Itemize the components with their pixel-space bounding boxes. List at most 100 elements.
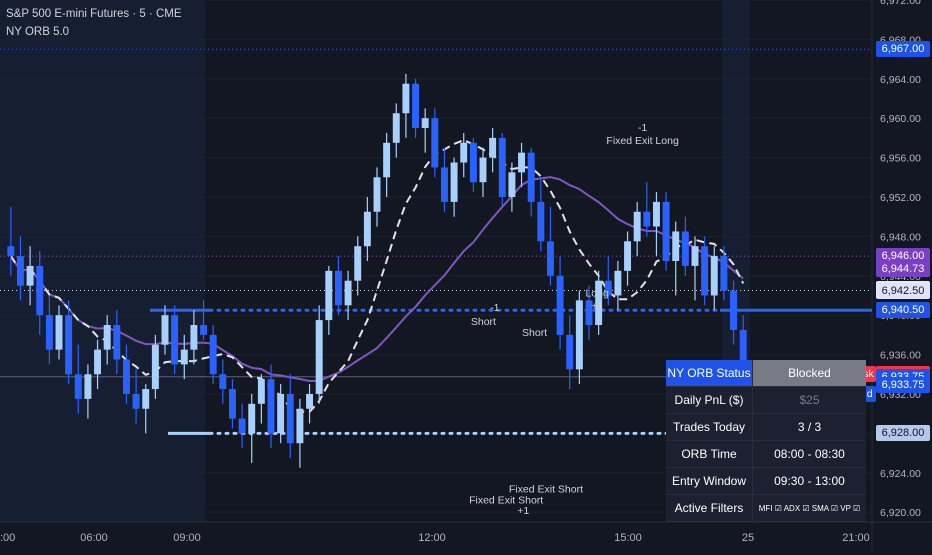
daily-pnl-value: $25: [753, 387, 866, 414]
candle-body: [238, 418, 246, 434]
candle-body: [672, 231, 680, 261]
trade-annotation: Short: [522, 327, 547, 339]
candle-body: [161, 315, 169, 345]
y-tick-label: 6,972.00: [880, 0, 921, 7]
candle-body: [315, 320, 323, 394]
orb-time-label: ORB Time: [666, 441, 753, 468]
candle-body: [7, 246, 15, 257]
price-tag: 6,946.00: [876, 248, 930, 265]
trades-today-label: Trades Today: [666, 414, 753, 441]
candle-body: [575, 300, 583, 370]
candle-body: [681, 231, 689, 266]
candle-body: [55, 315, 63, 350]
x-tick-label: 12:00: [418, 532, 446, 544]
candle-body: [460, 142, 468, 163]
candle-body: [171, 315, 179, 365]
candle-body: [286, 393, 294, 444]
candle-body: [392, 113, 400, 143]
candle-body: [498, 137, 506, 197]
entry-window-label: Entry Window: [666, 468, 753, 495]
status-title: NY ORB Status: [666, 360, 753, 387]
candle-body: [479, 157, 487, 183]
candle-body: [103, 325, 111, 350]
candle-body: [691, 246, 699, 266]
candle-body: [739, 329, 747, 375]
candle-body: [74, 374, 82, 399]
table-row: Trades Today 3 / 3: [666, 414, 866, 441]
x-tick-label: 09:00: [173, 532, 201, 544]
daily-pnl-label: Daily PnL ($): [666, 387, 753, 414]
orb-time-value: 08:00 - 08:30: [753, 441, 866, 468]
candle-body: [363, 211, 371, 247]
trades-today-value: 3 / 3: [753, 414, 866, 441]
candle-body: [431, 118, 439, 168]
x-tick-label: 25: [742, 532, 754, 544]
trade-annotation: -1: [490, 302, 499, 314]
candle-body: [604, 280, 612, 296]
candle-body: [652, 201, 660, 227]
active-filters-label: Active Filters: [666, 495, 753, 522]
price-tag: 6,944.73: [876, 260, 930, 277]
candle-body: [277, 393, 285, 434]
x-tick-label: 21:00: [842, 532, 870, 544]
dashed-moving-average: [9, 139, 745, 414]
candle-body: [701, 246, 709, 296]
x-tick-label: 06:00: [80, 532, 108, 544]
candle-body: [624, 241, 632, 271]
candle-body: [643, 211, 651, 227]
candle-body: [412, 83, 420, 129]
status-value: Blocked: [753, 360, 866, 387]
candle-body: [546, 241, 554, 276]
table-row: Active Filters MFI ☑ ADX ☑ SMA ☑ VP ☑: [666, 495, 866, 522]
candle-body: [132, 393, 140, 409]
candle-body: [537, 201, 545, 242]
table-row: Daily PnL ($) $25: [666, 387, 866, 414]
candle-body: [595, 280, 603, 326]
y-tick-label: 6,960.00: [880, 113, 921, 125]
x-tick-label: 15:00: [614, 532, 642, 544]
trade-annotation: Fixed Exit Long: [606, 135, 679, 147]
candle-body: [440, 167, 448, 202]
candle-body: [662, 201, 670, 261]
candle-body: [45, 315, 53, 350]
vwap-line: [9, 176, 744, 383]
status-table: NY ORB Status Blocked Daily PnL ($) $25 …: [666, 360, 866, 522]
x-tick-label: :00: [0, 532, 15, 544]
candle-body: [84, 374, 92, 399]
candle-body: [16, 256, 24, 286]
candle-body: [190, 325, 198, 350]
trade-annotation: Fixed Exit Short: [469, 494, 543, 506]
candle-body: [469, 142, 477, 183]
symbol-title: S&P 500 E-mini Futures · 5 · CME: [6, 8, 182, 20]
price-tag: 6,933.75: [876, 377, 930, 394]
price-tag: 6,928.00: [876, 425, 930, 442]
candle-body: [248, 403, 256, 434]
candle-body: [296, 408, 304, 444]
candle-body: [450, 162, 458, 202]
candle-body: [26, 265, 34, 286]
price-tag: 6,942.50: [876, 282, 930, 299]
indicator-name[interactable]: NY ORB 5.0: [6, 26, 70, 38]
candle-body: [113, 325, 121, 360]
trade-annotation: Fixed Exit Short: [509, 483, 583, 495]
table-row: ORB Time 08:00 - 08:30: [666, 441, 866, 468]
price-tag: 6,967.00: [876, 41, 930, 58]
candle-body: [257, 379, 265, 404]
price-tag: 6,940.50: [876, 302, 930, 319]
candle-body: [421, 118, 429, 129]
y-tick-label: 6,924.00: [880, 468, 921, 480]
candle-body: [633, 211, 641, 242]
candle-body: [489, 137, 497, 158]
y-tick-label: 6,936.00: [880, 350, 921, 362]
candle-body: [614, 270, 622, 296]
candle-body: [219, 374, 227, 390]
candle-body: [710, 256, 718, 296]
session-shade: [0, 0, 205, 522]
candle-body: [334, 270, 342, 306]
y-tick-label: 6,964.00: [880, 74, 921, 86]
candle-body: [36, 265, 44, 316]
candle-body: [383, 142, 391, 178]
trade-annotation: Long: [585, 287, 609, 299]
candle-body: [556, 275, 564, 335]
y-tick-label: 6,920.00: [880, 507, 921, 519]
